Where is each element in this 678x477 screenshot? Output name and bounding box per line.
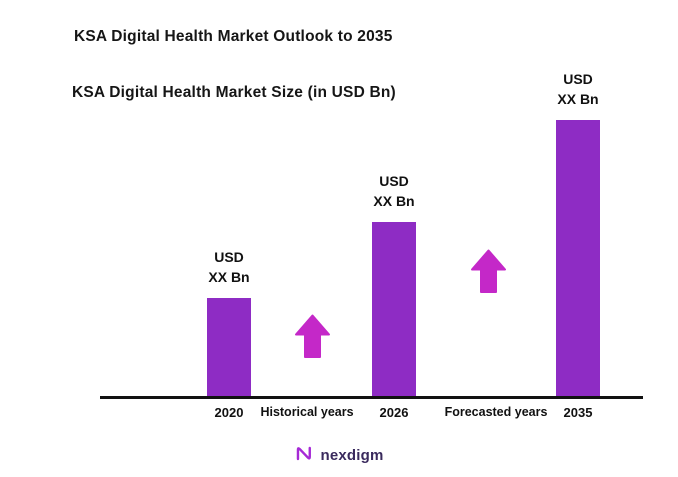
bar-value-label-line2: XX Bn [557,91,599,107]
chart-title: KSA Digital Health Market Outlook to 203… [74,28,393,45]
x-tick-2035: 2035 [563,405,593,420]
bar-group-2026: USD XX Bn [349,171,439,398]
bar-value-label-line2: XX Bn [208,269,250,285]
nexdigm-logo-text: nexdigm [320,447,384,464]
bar-group-2020: USD XX Bn [184,247,274,398]
growth-up-arrow-icon [294,314,331,364]
nexdigm-logo-icon [294,444,314,467]
bar-value-label-line2: XX Bn [373,193,415,209]
x-axis-line [100,396,643,399]
bar-2035 [556,120,600,398]
chart-subtitle: KSA Digital Health Market Size (in USD B… [72,84,396,101]
bar-value-label-line1: USD [563,71,593,87]
bar-2026 [372,222,416,398]
bar-value-label-line1: USD [379,173,409,189]
growth-up-arrow-icon [470,249,507,299]
x-tick-2026: 2026 [379,405,409,420]
bar-value-label-2026: USD XX Bn [373,171,414,211]
x-segment-forecasted-years: Forecasted years [444,405,548,419]
x-tick-2020: 2020 [214,405,244,420]
bar-2020 [207,298,251,398]
x-segment-historical-years: Historical years [260,405,354,419]
nexdigm-logo: nexdigm [294,444,383,467]
bar-value-label-2035: USD XX Bn [557,69,598,109]
bar-group-2035: USD XX Bn [533,69,623,398]
bar-value-label-2020: USD XX Bn [208,247,249,287]
bar-value-label-line1: USD [214,249,244,265]
